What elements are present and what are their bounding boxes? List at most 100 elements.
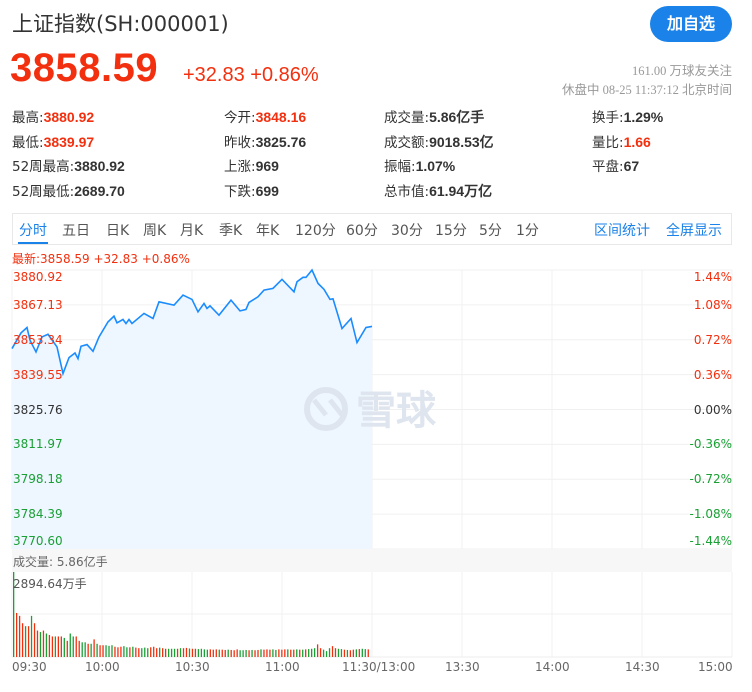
price-tick: 3770.60 [13, 534, 63, 548]
volume-bar [248, 650, 250, 657]
volume-bar [325, 651, 328, 657]
quote-item: 52周最高:3880.92 [12, 155, 125, 175]
tab-7[interactable]: 120分 [295, 223, 336, 239]
volume-bar [230, 649, 232, 657]
volume-bar [293, 649, 295, 657]
latest-quote-label: 最新:3858.59 +32.83 +0.86% [12, 252, 190, 266]
tab-12[interactable]: 1分 [516, 223, 539, 239]
pct-tick: -1.44% [689, 534, 732, 548]
quote-item: 成交额:9018.53亿 [384, 131, 494, 152]
quote-item: 量比:1.66 [592, 131, 651, 151]
quote-item: 52周最低:2689.70 [12, 180, 125, 200]
price-tick: 3825.76 [13, 402, 63, 417]
tab-10[interactable]: 15分 [435, 223, 467, 239]
volume-bar [367, 649, 369, 657]
volume-bar [269, 649, 271, 657]
fullscreen-link[interactable]: 全屏显示 [666, 223, 722, 239]
volume-bar [48, 634, 51, 657]
range-stats-link[interactable]: 区间统计 [594, 223, 650, 239]
active-tab-indicator [18, 242, 48, 244]
volume-bar [21, 623, 24, 657]
volume-bar [343, 649, 346, 657]
price-tick: 3880.92 [13, 270, 63, 284]
tab-9[interactable]: 30分 [391, 223, 423, 239]
volume-bar [302, 649, 304, 657]
volume-bar [159, 647, 161, 657]
volume-bar [182, 648, 185, 657]
volume-bar [236, 649, 238, 657]
volume-bar [156, 648, 158, 657]
add-to-watchlist-button[interactable]: 加自选 [650, 6, 732, 42]
tab-1[interactable]: 五日 [62, 223, 90, 239]
volume-bar [296, 649, 298, 657]
volume-bar [162, 648, 164, 657]
pct-tick: -1.08% [689, 507, 732, 522]
price-line [11, 268, 373, 377]
volume-bar [188, 648, 191, 657]
volume-bar [138, 648, 140, 657]
tab-5[interactable]: 季K [219, 223, 243, 239]
quote-label: 量比: [592, 135, 624, 151]
volume-bar [200, 648, 203, 657]
volume-bar [164, 648, 167, 657]
quote-value: 3848.16 [255, 109, 307, 125]
volume-bar [281, 649, 283, 657]
volume-bar [57, 636, 59, 657]
volume-bar [167, 648, 170, 657]
volume-bar [93, 639, 95, 657]
volume-bar [227, 649, 229, 657]
price-change: +32.83 +0.86% [183, 64, 319, 86]
volume-bar [358, 649, 360, 657]
quote-item: 昨收:3825.76 [224, 131, 306, 151]
price-tick: 3784.39 [13, 507, 63, 522]
price-tick: 3853.34 [13, 332, 63, 347]
pct-tick: 0.36% [693, 367, 732, 382]
time-tick: 15:00 [698, 660, 733, 674]
quote-item: 振幅:1.07% [384, 155, 455, 175]
tab-2[interactable]: 日K [106, 223, 130, 239]
price-tick: 3811.97 [13, 437, 63, 452]
tab-3[interactable]: 周K [143, 223, 167, 239]
volume-bar [206, 649, 208, 657]
volume-bar [251, 649, 253, 657]
quote-label: 上涨: [224, 159, 256, 175]
tab-4[interactable]: 月K [180, 223, 204, 239]
volume-bar [147, 648, 149, 657]
volume-bar [355, 649, 357, 657]
quote-item: 上涨:969 [224, 155, 279, 175]
volume-bar [212, 649, 214, 657]
pct-tick: 1.08% [693, 297, 732, 312]
volume-bar [179, 648, 182, 657]
time-tick: 10:00 [85, 660, 120, 674]
followers-count: 161.00 万球友关注 [631, 64, 732, 78]
tab-11[interactable]: 5分 [479, 223, 502, 239]
volume-bar [135, 647, 137, 657]
volume-bar [316, 644, 319, 657]
pct-tick: -0.72% [689, 472, 732, 487]
volume-bar [349, 650, 352, 657]
volume-bar [81, 642, 83, 657]
tab-6[interactable]: 年K [256, 223, 280, 239]
volume-bar [129, 647, 131, 657]
volume-bar [284, 649, 286, 657]
volume-bar [84, 642, 86, 657]
volume-bar [173, 648, 176, 657]
quote-label: 昨收: [224, 135, 256, 151]
volume-bar [111, 645, 113, 657]
volume-bar [150, 647, 152, 657]
quote-label: 平盘: [592, 159, 624, 175]
volume-bar [141, 648, 143, 657]
price-area [12, 270, 372, 549]
volume-bar [96, 643, 98, 657]
volume-bar [191, 648, 194, 657]
volume-max-label: 2894.64万手 [13, 577, 87, 591]
tab-0[interactable]: 分时 [19, 223, 47, 239]
page-title: 上证指数(SH:000001) [12, 12, 229, 36]
quote-value: 969 [255, 158, 279, 174]
quote-label: 换手: [592, 110, 624, 126]
tab-8[interactable]: 60分 [346, 223, 378, 239]
quote-label: 成交额: [384, 135, 430, 151]
volume-bar [218, 649, 220, 657]
volume-bar [194, 648, 197, 657]
